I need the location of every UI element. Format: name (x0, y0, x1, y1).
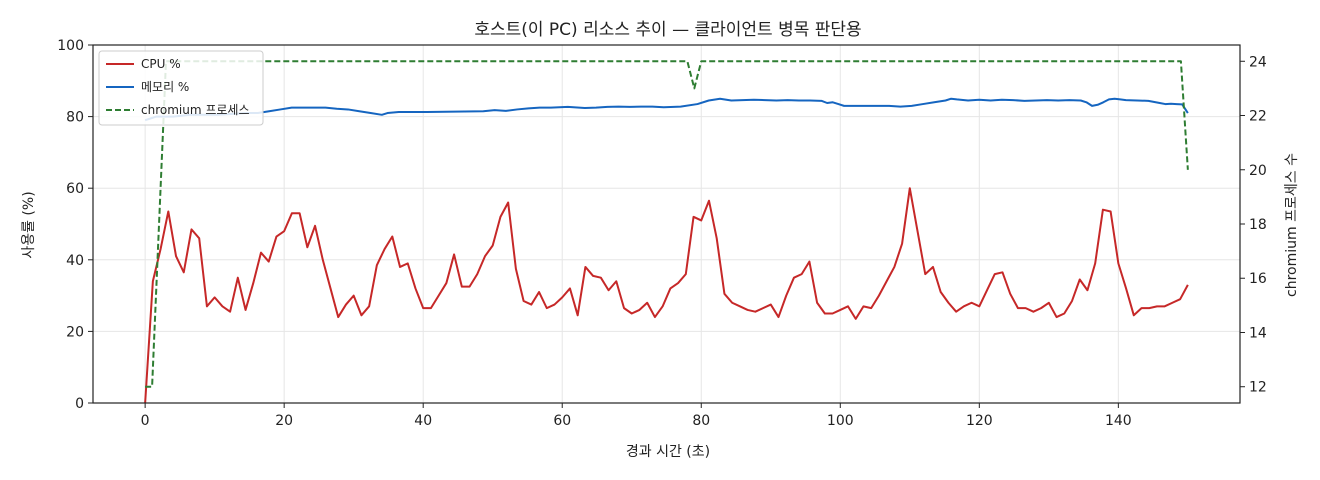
legend-label-memory: 메모리 % (141, 80, 189, 94)
y-tick-label: 40 (66, 253, 84, 269)
legend-label-cpu: CPU % (141, 57, 181, 71)
y2-tick-label: 22 (1249, 109, 1267, 125)
y2-tick-label: 14 (1249, 325, 1267, 341)
x-tick-label: 120 (966, 413, 993, 429)
y-axis-ticks: 0 20 40 60 80 100 (57, 38, 93, 412)
series-line-chromium (145, 60, 1189, 388)
chart-title: 호스트(이 PC) 리소스 추이 — 클라이언트 병목 판단용 (474, 20, 861, 40)
x-tick-label: 80 (692, 413, 710, 429)
y2-axis-ticks: 12 14 16 18 20 22 24 (1240, 54, 1267, 396)
y-tick-label: 20 (66, 324, 84, 340)
series-line-cpu (144, 187, 1189, 404)
y-tick-label: 0 (75, 396, 84, 412)
legend-label-chromium: chromium 프로세스 (141, 103, 250, 117)
y2-tick-label: 18 (1249, 217, 1267, 233)
y-tick-label: 100 (57, 38, 84, 54)
y-tick-label: 80 (66, 110, 84, 126)
series-line-memory (144, 97, 1189, 122)
series-layer (144, 60, 1189, 404)
y2-tick-label: 20 (1249, 163, 1267, 179)
y2-tick-label: 12 (1249, 380, 1267, 396)
legend-box (98, 50, 264, 126)
x-tick-label: 20 (275, 413, 293, 429)
x-axis-ticks: 0 20 40 60 80 100 120 140 (141, 403, 1132, 429)
x-tick-label: 40 (414, 413, 432, 429)
y-axis-label: 사용률 (%) (21, 191, 37, 258)
y2-tick-label: 24 (1249, 54, 1267, 70)
x-tick-label: 60 (553, 413, 571, 429)
x-axis-label: 경과 시간 (초) (626, 444, 710, 460)
legend: CPU % 메모리 % chromium 프로세스 (98, 50, 264, 126)
x-tick-label: 0 (141, 413, 150, 429)
x-tick-label: 100 (827, 413, 854, 429)
x-tick-label: 140 (1105, 413, 1132, 429)
y2-tick-label: 16 (1249, 271, 1267, 287)
y-tick-label: 60 (66, 181, 84, 197)
y2-axis-label: chromium 프로세스 수 (1284, 153, 1300, 297)
